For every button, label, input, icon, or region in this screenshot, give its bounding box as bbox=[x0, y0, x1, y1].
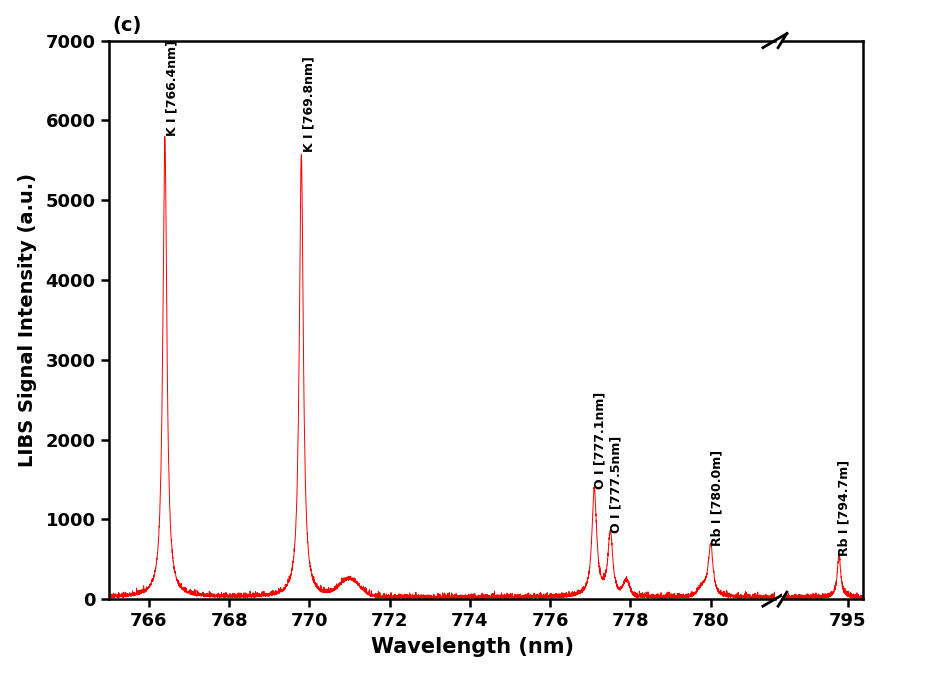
Text: (c): (c) bbox=[112, 16, 142, 35]
Text: Rb I [780.0m]: Rb I [780.0m] bbox=[710, 450, 723, 546]
Text: O I [777.1nm]: O I [777.1nm] bbox=[593, 392, 606, 489]
Text: Rb I [794.7m]: Rb I [794.7m] bbox=[836, 460, 850, 556]
Text: Wavelength (nm): Wavelength (nm) bbox=[371, 636, 573, 657]
Text: K I [769.8nm]: K I [769.8nm] bbox=[302, 56, 314, 152]
Text: K I [766.4nm]: K I [766.4nm] bbox=[165, 39, 178, 135]
Y-axis label: LIBS Signal Intensity (a.u.): LIBS Signal Intensity (a.u.) bbox=[18, 173, 37, 467]
Text: O I [777.5nm]: O I [777.5nm] bbox=[609, 436, 621, 533]
